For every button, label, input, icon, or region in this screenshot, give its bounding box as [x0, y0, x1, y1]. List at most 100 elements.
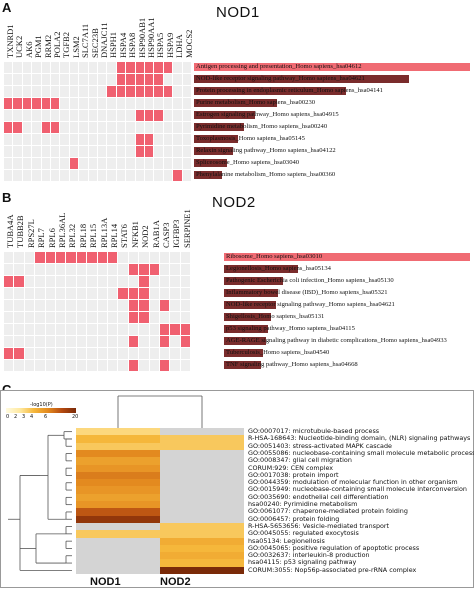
heatmap-cell-hit: [128, 312, 139, 323]
heatmap-cell: [41, 74, 50, 85]
pathway-bar: [194, 123, 244, 131]
pathway-bar: [224, 253, 470, 261]
heatmap-cell: [24, 348, 35, 359]
heatmap-cell: [118, 300, 128, 311]
heatmap-cell: [32, 134, 41, 145]
heatmap-cell: [60, 98, 69, 109]
heatmap-cell-hit: [139, 276, 149, 287]
heatmap-cell: [87, 348, 97, 359]
heatmap-cell: [98, 98, 107, 109]
panel-c-letter: C: [2, 382, 11, 397]
enrichment-term-label: GO:0032637: interleukin-8 production: [248, 551, 370, 560]
pathway-label: Inflammatory bowel disease (IBD)_Homo sa…: [226, 289, 388, 296]
enrichment-cell: [76, 552, 160, 560]
heatmap-cell: [163, 74, 173, 85]
heatmap-cell-hit: [173, 170, 182, 181]
heatmap-cell: [24, 288, 35, 299]
heatmap-cell: [180, 348, 191, 359]
pathway-bar: [224, 277, 283, 285]
enrichment-cell: [160, 449, 244, 458]
pathway-bar: [224, 337, 266, 345]
heatmap-cell: [97, 360, 107, 371]
heatmap-cell: [69, 170, 79, 181]
enrichment-cell: [160, 464, 244, 473]
enrichment-cell: [76, 493, 160, 502]
heatmap-cell-hit: [35, 252, 45, 263]
heatmap-cell: [51, 158, 60, 169]
heatmap-cell: [173, 86, 182, 97]
heatmap-cell: [173, 98, 182, 109]
enrichment-term-label: CORUM:929: CEN complex: [248, 463, 334, 472]
heatmap-cell: [69, 122, 79, 133]
legend-colorbar: [6, 408, 76, 413]
enrichment-cell: [160, 566, 244, 575]
pathway-label: Phenylalanine metabolism_Homo sapiens_hs…: [196, 171, 336, 178]
heatmap-cell: [128, 276, 139, 287]
legend-tick-label: 4: [30, 414, 34, 420]
heatmap-cell: [149, 252, 159, 263]
heatmap-cell: [69, 134, 79, 145]
heatmap-cell: [60, 110, 69, 121]
heatmap-cell: [170, 288, 180, 299]
heatmap-cell: [24, 324, 35, 335]
heatmap-cell: [51, 146, 60, 157]
heatmap-cell: [14, 288, 24, 299]
heatmap-cell: [87, 324, 97, 335]
enrichment-term-label: GO:0006457: protein folding: [248, 514, 340, 523]
enrichment-cell: [160, 493, 244, 502]
heatmap-cell: [170, 252, 180, 263]
enrichment-cell: [76, 544, 160, 553]
enrichment-term-label: GO:0055086: nucleobase-containing small …: [248, 448, 474, 457]
heatmap-cell: [32, 62, 41, 73]
heatmap-cell: [182, 62, 191, 73]
heatmap-cell: [88, 134, 97, 145]
heatmap-cell: [173, 74, 182, 85]
heatmap-cell-hit: [145, 134, 154, 145]
heatmap-cell: [170, 348, 180, 359]
heatmap-cell-hit: [180, 324, 191, 335]
heatmap-cell: [87, 300, 97, 311]
enrichment-cell: [76, 486, 160, 495]
enrichment-cell: [160, 428, 244, 436]
heatmap-cell-hit: [145, 86, 154, 97]
heatmap-cell: [180, 288, 191, 299]
heatmap-cell: [180, 300, 191, 311]
enrichment-cell: [76, 428, 160, 436]
heatmap-cell: [32, 74, 41, 85]
heatmap-cell: [170, 300, 180, 311]
heatmap-cell: [66, 288, 76, 299]
heatmap-cell: [87, 276, 97, 287]
heatmap-cell: [45, 288, 55, 299]
heatmap-cell: [88, 86, 97, 97]
heatmap-cell: [45, 324, 55, 335]
pathway-label: Pathogenic Escherichia coli infection_Ho…: [226, 277, 394, 284]
pathway-bar: [194, 63, 470, 71]
heatmap-cell: [66, 360, 76, 371]
enrichment-term-label: GO:0007017: microtubule-based process: [248, 427, 380, 435]
heatmap-cell: [79, 158, 88, 169]
heatmap-cell: [173, 146, 182, 157]
heatmap-cell: [4, 252, 14, 263]
heatmap-cell-hit: [135, 134, 144, 145]
heatmap-cell-hit: [135, 146, 144, 157]
pathway-label: NOD-like receptor signaling pathway_Homo…: [196, 75, 365, 82]
legend-tick-label: 20: [72, 414, 79, 420]
heatmap-cell: [4, 134, 13, 145]
heatmap-cell: [51, 86, 60, 97]
heatmap-cell: [108, 288, 118, 299]
heatmap-cell-hit: [14, 348, 24, 359]
heatmap-cell: [149, 336, 159, 347]
heatmap-cell: [87, 288, 97, 299]
heatmap-cell: [149, 300, 159, 311]
enrichment-cell: [76, 501, 160, 509]
heatmap-cell: [4, 86, 13, 97]
heatmap-cell: [88, 74, 97, 85]
heatmap-cell: [98, 86, 107, 97]
heatmap-cell: [88, 110, 97, 121]
heatmap-cell: [108, 348, 118, 359]
heatmap-cell: [14, 312, 24, 323]
heatmap-cell: [182, 170, 191, 181]
heatmap-cell: [22, 134, 32, 145]
heatmap-cell-hit: [4, 276, 14, 287]
